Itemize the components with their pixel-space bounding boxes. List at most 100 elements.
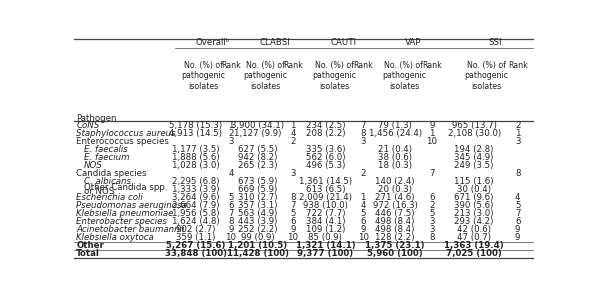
Text: 384 (4.1): 384 (4.1) xyxy=(305,217,345,226)
Text: 2,108 (30.0): 2,108 (30.0) xyxy=(448,129,501,138)
Text: NOS: NOS xyxy=(84,161,103,170)
Text: 1: 1 xyxy=(290,121,295,130)
Text: 1,363 (19.4): 1,363 (19.4) xyxy=(444,241,504,250)
Text: 252 (2.2): 252 (2.2) xyxy=(238,225,277,234)
Text: 10: 10 xyxy=(358,233,369,242)
Text: 446 (7.5): 446 (7.5) xyxy=(375,209,415,218)
Text: 5: 5 xyxy=(361,209,366,218)
Text: 30 (0.4): 30 (0.4) xyxy=(457,185,491,194)
Text: 669 (5.9): 669 (5.9) xyxy=(238,185,277,194)
Text: 8: 8 xyxy=(290,193,295,202)
Text: 47 (0.7): 47 (0.7) xyxy=(457,233,491,242)
Text: 4: 4 xyxy=(361,201,366,210)
Text: 359 (1.1): 359 (1.1) xyxy=(176,233,215,242)
Text: 972 (16.3): 972 (16.3) xyxy=(373,201,417,210)
Text: 2: 2 xyxy=(228,129,234,138)
Text: 1,177 (3.5): 1,177 (3.5) xyxy=(172,145,220,154)
Text: 1,028 (3.0): 1,028 (3.0) xyxy=(172,161,220,170)
Text: 5,960 (100): 5,960 (100) xyxy=(368,249,423,258)
Text: Enterococcus species: Enterococcus species xyxy=(76,137,169,146)
Text: 498 (8.4): 498 (8.4) xyxy=(375,217,415,226)
Text: 6: 6 xyxy=(515,217,520,226)
Text: Other Candida spp.: Other Candida spp. xyxy=(84,183,168,192)
Text: Overallᵇ: Overallᵇ xyxy=(195,38,230,47)
Text: 1,624 (4.8): 1,624 (4.8) xyxy=(172,217,220,226)
Text: Rank: Rank xyxy=(353,61,373,70)
Text: 627 (5.5): 627 (5.5) xyxy=(238,145,277,154)
Text: 1: 1 xyxy=(361,193,366,202)
Text: 1,321 (14.1): 1,321 (14.1) xyxy=(295,241,355,250)
Text: No. (%) of
pathogenic
isolates: No. (%) of pathogenic isolates xyxy=(182,61,226,91)
Text: 3,900 (34.1): 3,900 (34.1) xyxy=(231,121,284,130)
Text: 1,456 (24.4): 1,456 (24.4) xyxy=(369,129,422,138)
Text: 1: 1 xyxy=(515,129,520,138)
Text: 7,025 (100): 7,025 (100) xyxy=(446,249,502,258)
Text: 3: 3 xyxy=(361,137,366,146)
Text: 673 (5.9): 673 (5.9) xyxy=(238,177,277,186)
Text: 249 (3.5): 249 (3.5) xyxy=(455,161,494,170)
Text: 208 (2.2): 208 (2.2) xyxy=(305,129,345,138)
Text: 20 (0.3): 20 (0.3) xyxy=(378,185,412,194)
Text: 357 (3.1): 357 (3.1) xyxy=(238,201,277,210)
Text: 671 (9.6): 671 (9.6) xyxy=(455,193,494,202)
Text: No. (%) of
pathogenic
isolates: No. (%) of pathogenic isolates xyxy=(243,61,288,91)
Text: 4: 4 xyxy=(290,129,295,138)
Text: 140 (2.4): 140 (2.4) xyxy=(375,177,415,186)
Text: 9: 9 xyxy=(361,225,366,234)
Text: Escherichia coli: Escherichia coli xyxy=(76,193,143,202)
Text: 99 (0.9): 99 (0.9) xyxy=(241,233,274,242)
Text: 942 (8.2): 942 (8.2) xyxy=(238,153,277,162)
Text: 9: 9 xyxy=(515,233,520,242)
Text: Staphylococcus aureus: Staphylococcus aureus xyxy=(76,129,176,138)
Text: 38 (0.6): 38 (0.6) xyxy=(378,153,412,162)
Text: 194 (2.8): 194 (2.8) xyxy=(455,145,494,154)
Text: 115 (1.6): 115 (1.6) xyxy=(454,177,494,186)
Text: 1,333 (3.9): 1,333 (3.9) xyxy=(172,185,219,194)
Text: No. (%) of
pathogenic
isolates: No. (%) of pathogenic isolates xyxy=(464,61,508,91)
Text: 213 (3.0): 213 (3.0) xyxy=(454,209,494,218)
Text: 3,264 (9.6): 3,264 (9.6) xyxy=(172,193,219,202)
Text: 7: 7 xyxy=(429,169,435,178)
Text: 79 (1.3): 79 (1.3) xyxy=(378,121,412,130)
Text: 6: 6 xyxy=(228,201,234,210)
Text: 345 (4.9): 345 (4.9) xyxy=(455,153,494,162)
Text: Total: Total xyxy=(76,249,100,258)
Text: 9,377 (100): 9,377 (100) xyxy=(297,249,353,258)
Text: 9: 9 xyxy=(229,225,234,234)
Text: 496 (5.3): 496 (5.3) xyxy=(305,161,345,170)
Text: Acinetobacter baumannii: Acinetobacter baumannii xyxy=(76,225,185,234)
Text: 9: 9 xyxy=(429,121,435,130)
Text: 109 (1.2): 109 (1.2) xyxy=(305,225,345,234)
Text: 2: 2 xyxy=(361,169,366,178)
Text: 21 (0.4): 21 (0.4) xyxy=(378,145,412,154)
Text: E. faecium: E. faecium xyxy=(84,153,130,162)
Text: 7: 7 xyxy=(228,209,234,218)
Text: 498 (8.4): 498 (8.4) xyxy=(375,225,415,234)
Text: 4,913 (14.5): 4,913 (14.5) xyxy=(169,129,222,138)
Text: CLABSI: CLABSI xyxy=(259,38,290,47)
Text: 2,009 (21.4): 2,009 (21.4) xyxy=(299,193,352,202)
Text: 1,956 (5.8): 1,956 (5.8) xyxy=(172,209,219,218)
Text: 1,375 (23.1): 1,375 (23.1) xyxy=(365,241,425,250)
Text: 938 (10.0): 938 (10.0) xyxy=(303,201,348,210)
Text: No. (%) of
pathogenic
isolates: No. (%) of pathogenic isolates xyxy=(313,61,356,91)
Text: 5,267 (15.6): 5,267 (15.6) xyxy=(166,241,226,250)
Text: 3: 3 xyxy=(290,169,295,178)
Text: Rank: Rank xyxy=(221,61,241,70)
Text: CoNS: CoNS xyxy=(76,121,99,130)
Text: 3: 3 xyxy=(429,217,435,226)
Text: 10: 10 xyxy=(226,233,236,242)
Text: Enterobacter species: Enterobacter species xyxy=(76,217,167,226)
Text: 9: 9 xyxy=(515,225,520,234)
Text: 2: 2 xyxy=(290,137,295,146)
Text: 7: 7 xyxy=(361,121,366,130)
Text: 3: 3 xyxy=(228,137,234,146)
Text: 42 (0.6): 42 (0.6) xyxy=(457,225,491,234)
Text: 5: 5 xyxy=(228,193,234,202)
Text: 10: 10 xyxy=(426,137,437,146)
Text: 4: 4 xyxy=(228,169,234,178)
Text: 2: 2 xyxy=(429,201,435,210)
Text: 10: 10 xyxy=(287,233,298,242)
Text: 7: 7 xyxy=(290,201,295,210)
Text: 5: 5 xyxy=(290,209,295,218)
